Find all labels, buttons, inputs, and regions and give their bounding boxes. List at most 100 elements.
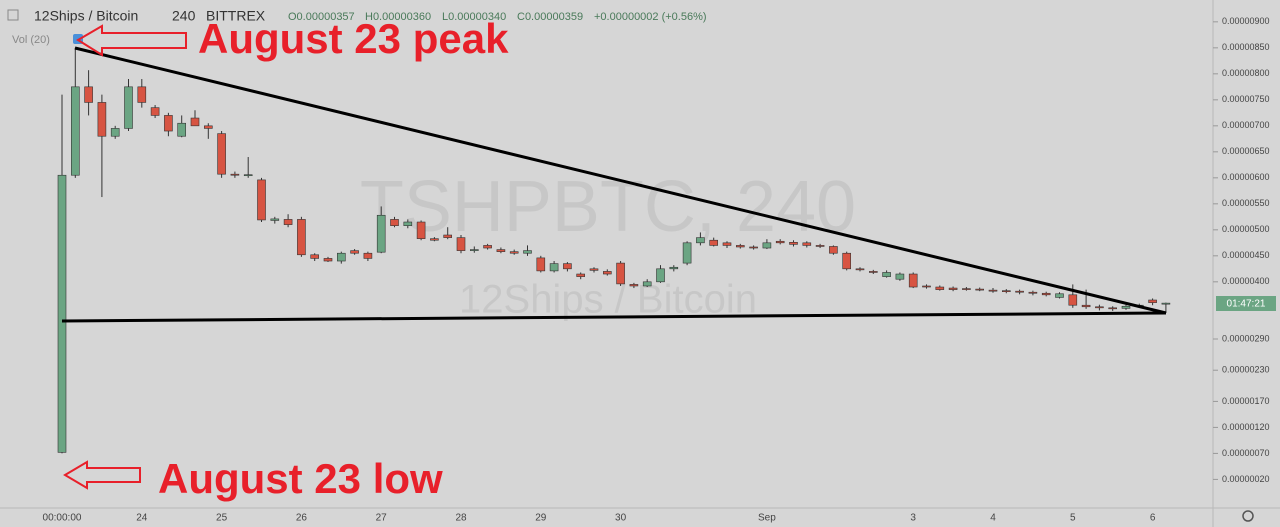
trend-line	[74, 46, 1167, 315]
y-tick-label: 0.00000400	[1222, 276, 1270, 286]
candle-body	[735, 245, 745, 248]
exchange[interactable]: BITTREX	[206, 8, 266, 24]
candle-body	[310, 254, 320, 259]
candle-body	[762, 242, 772, 249]
candle-body	[802, 242, 812, 246]
candle-body	[483, 245, 492, 249]
candle-body	[416, 221, 426, 239]
x-tick-label: 00:00:00	[43, 513, 82, 524]
collapse-icon[interactable]	[7, 9, 19, 21]
candle-body	[150, 107, 160, 116]
candle-body	[855, 268, 865, 271]
y-tick-label: 0.00000290	[1222, 333, 1270, 343]
x-tick-label: 29	[535, 513, 547, 524]
candle-body	[164, 115, 173, 132]
x-tick-label: 24	[136, 513, 148, 524]
candle-body	[270, 218, 280, 221]
candle-body	[829, 246, 838, 254]
x-tick-label: Sep	[758, 513, 776, 524]
candle-body	[1081, 304, 1091, 308]
candle-body	[962, 288, 971, 290]
candle-body	[124, 86, 133, 129]
candle-body	[1015, 290, 1024, 293]
candle-body	[789, 242, 798, 245]
candle-body	[376, 214, 386, 253]
y-tick-label: 0.00000700	[1222, 120, 1270, 130]
candle-body	[509, 251, 519, 254]
candle-body	[243, 174, 253, 177]
y-tick-label: 0.00000170	[1222, 396, 1270, 406]
ohlc-high: H0.00000360	[365, 11, 431, 23]
candle-body	[908, 273, 918, 288]
candle-body	[1148, 299, 1157, 303]
y-tick-label: 0.00000450	[1222, 250, 1270, 260]
y-tick-label: 0.00000650	[1222, 146, 1270, 156]
y-tick-label: 0.00000800	[1222, 68, 1270, 78]
candle-body	[443, 234, 453, 238]
arrow	[76, 24, 187, 57]
candle-body	[842, 252, 852, 270]
candle-body	[656, 268, 665, 283]
candle-body	[71, 86, 80, 176]
x-tick-label: 5	[1070, 513, 1076, 524]
candle-body	[469, 249, 479, 251]
candle-body	[642, 281, 652, 287]
candle-body	[110, 128, 120, 137]
candle-body	[709, 239, 719, 246]
candle-body	[97, 102, 107, 137]
candle-body	[297, 219, 306, 256]
x-tick-label: 30	[615, 513, 627, 524]
annotation: August 23 peak	[198, 15, 509, 62]
countdown-box	[1216, 296, 1276, 311]
change: +0.00000002 (+0.56%)	[594, 11, 707, 23]
candle-body	[815, 245, 825, 247]
candle-body	[230, 173, 240, 176]
candle-body	[975, 288, 985, 291]
candle-body	[882, 272, 891, 277]
y-tick-label: 0.00000600	[1222, 172, 1270, 182]
candle-body	[350, 250, 359, 254]
x-tick-label: 6	[1150, 513, 1156, 524]
y-tick-label: 0.00000850	[1222, 42, 1270, 52]
ohlc-open: O0.00000357	[288, 11, 355, 23]
candle-body	[1108, 307, 1117, 310]
candle-body	[988, 289, 998, 292]
candle-body	[257, 179, 266, 221]
settings-icon[interactable]	[1242, 510, 1254, 522]
indicator[interactable]: Vol (20)	[12, 34, 50, 46]
candle-body	[390, 219, 399, 226]
x-tick-label: 27	[376, 513, 388, 524]
candle-body	[669, 266, 679, 270]
candle-body	[190, 117, 200, 127]
candle-body	[616, 262, 625, 285]
ohlc-low: L0.00000340	[442, 11, 506, 23]
x-tick-label: 4	[990, 513, 996, 524]
candle-body	[403, 221, 413, 226]
y-tick-label: 0.00000500	[1222, 224, 1270, 234]
y-tick-label: 0.00000070	[1222, 448, 1270, 458]
candle-body	[363, 252, 373, 259]
symbol: 12Ships / Bitcoin	[34, 8, 138, 24]
candle-body	[137, 86, 147, 103]
candle-body	[576, 273, 586, 277]
candle-body	[84, 86, 93, 103]
candle-body	[283, 219, 293, 225]
x-tick-label: 26	[296, 513, 308, 524]
y-tick-label: 0.00000020	[1222, 474, 1270, 484]
y-tick-label: 0.00000120	[1222, 422, 1270, 432]
candle-body	[602, 271, 612, 275]
candle-body	[922, 285, 931, 288]
y-tick-label: 0.00000900	[1222, 16, 1270, 26]
candle-body	[682, 242, 692, 264]
candle-body	[775, 240, 785, 244]
candle-body	[204, 125, 213, 129]
candle-body	[629, 284, 639, 287]
watermark-ticker: TSHPBTC, 240	[360, 167, 856, 247]
candle-body	[1041, 292, 1051, 296]
arrow	[63, 460, 141, 490]
candle-body	[895, 273, 905, 280]
y-tick-label: 0.00000750	[1222, 94, 1270, 104]
candle-body	[1055, 293, 1064, 298]
plot	[57, 47, 1171, 454]
candle-body	[948, 287, 958, 290]
